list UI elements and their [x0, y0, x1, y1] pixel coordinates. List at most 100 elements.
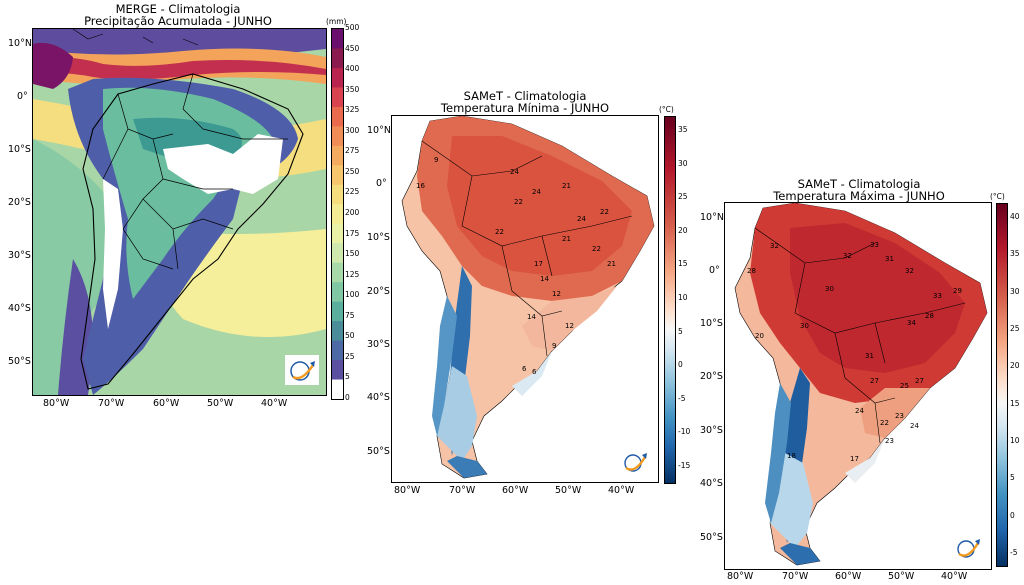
lon-label: 50°W [207, 398, 234, 409]
lon-label: 80°W [394, 485, 421, 496]
station-value-label: 14 [527, 313, 536, 321]
lat-label: 10°S [367, 232, 390, 243]
station-value-label: 23 [885, 437, 894, 445]
lat-label: 50°S [367, 446, 390, 457]
colorbar-segment [332, 223, 343, 244]
station-value-label: 9 [552, 342, 556, 350]
station-value-label: 21 [562, 182, 571, 190]
lon-label: 70°W [782, 571, 809, 582]
colorbar-segment [332, 29, 343, 49]
panel-title: SAMeT - Climatologia Temperatura Máxima … [773, 178, 945, 202]
colorbar-tick: 25 [1010, 324, 1020, 333]
colorbar-tick: 10 [678, 293, 688, 302]
title-line2: Temperatura Máxima - JUNHO [773, 189, 945, 203]
station-value-label: 25 [900, 382, 909, 390]
colorbar-tick: 35 [1010, 249, 1020, 259]
colorbar-segment [332, 87, 343, 108]
colorbar-tick: 5 [1010, 473, 1015, 483]
lon-label: 60°W [153, 398, 180, 409]
station-value-label: 17 [850, 455, 859, 463]
station-value-label: 23 [895, 412, 904, 420]
colorbar-tick: 250 [345, 166, 360, 176]
lon-label: 70°W [98, 398, 125, 409]
station-value-label: 34 [907, 319, 916, 327]
colorbar-tick: 20 [1010, 361, 1020, 371]
station-value-label: 33 [870, 241, 879, 249]
colorbar-unit: (°C) [659, 105, 674, 114]
colorbar-tick: -10 [678, 427, 691, 437]
station-value-label: 27 [870, 377, 879, 385]
colorbar-tick: -5 [1010, 548, 1018, 557]
colorbar-segment [332, 145, 343, 166]
lat-label: 10°S [8, 144, 31, 155]
colorbar-tick: 175 [345, 228, 360, 238]
station-value-label: 30 [825, 285, 834, 293]
station-value-label: 20 [755, 332, 764, 340]
colorbar-segment [332, 340, 343, 361]
panel-title: MERGE - Climatologia Precipitação Acumul… [84, 3, 272, 27]
lon-label: 80°W [43, 398, 70, 409]
colorbar-segment [332, 301, 343, 322]
inpe-logo-icon [285, 355, 319, 389]
station-value-label: 32 [770, 242, 779, 250]
colorbar-segment [332, 184, 343, 205]
lon-label: 40°W [261, 398, 288, 409]
lat-label: 30°S [367, 339, 390, 350]
precipitation-colorbar [331, 28, 344, 400]
panel-title: SAMeT - Climatologia Temperatura Mínima … [441, 90, 609, 114]
colorbar-tick: 300 [345, 125, 360, 135]
title-line2: Temperatura Mínima - JUNHO [440, 101, 610, 115]
colorbar-tick: 25 [345, 351, 355, 361]
colorbar-segment [332, 282, 343, 303]
station-value-label: 6 [522, 365, 527, 373]
title-line1: MERGE - Climatologia [115, 2, 241, 16]
colorbar-tick: 5 [678, 326, 683, 336]
max-temperature-map: 28 32 32 33 31 30 32 34 33 29 20 31 30 28 27 25 27 24 22 23… [724, 202, 992, 570]
lon-label: 60°W [502, 485, 529, 496]
colorbar-segment [332, 126, 343, 147]
lat-label: 50°S [700, 532, 723, 543]
station-value-label: 24 [910, 422, 919, 430]
colorbar-tick: 10 [1010, 436, 1020, 445]
colorbar-unit: (°C) [990, 192, 1005, 201]
station-value-label: 21 [607, 260, 616, 268]
colorbar-segment [332, 106, 343, 127]
title-line1: SAMeT - Climatologia [463, 89, 587, 103]
colorbar-tick: 5 [345, 372, 350, 382]
colorbar-segment [332, 204, 343, 225]
lat-label: 0° [376, 178, 387, 189]
colorbar-segment [332, 243, 343, 264]
lat-label: 10°N [367, 125, 391, 136]
min-temperature-colorbar [664, 116, 676, 484]
lat-label: 20°S [8, 197, 31, 208]
station-value-label: 17 [534, 260, 543, 268]
station-value-label: 22 [514, 198, 523, 206]
station-value-label: 30 [800, 322, 809, 330]
lon-label: 50°W [888, 571, 915, 582]
lon-label: 70°W [449, 485, 476, 496]
colorbar-tick: 0 [678, 360, 683, 370]
colorbar-segment [332, 67, 343, 88]
station-value-label: 29 [953, 287, 962, 295]
colorbar-tick: 200 [345, 208, 360, 217]
precipitation-map [32, 28, 327, 396]
station-value-label: 28 [747, 267, 756, 275]
lat-label: 40°S [367, 392, 390, 403]
station-value-label: 12 [552, 290, 561, 298]
colorbar-tick: 75 [345, 310, 355, 320]
lat-label: 20°S [367, 286, 390, 297]
colorbar-tick: 20 [678, 225, 688, 235]
lat-label: 10°S [700, 318, 723, 329]
station-value-label: 27 [915, 377, 924, 385]
colorbar-tick: 325 [345, 105, 360, 115]
colorbar-segment [332, 360, 343, 381]
colorbar-tick: 450 [345, 43, 360, 53]
colorbar-tick: 15 [678, 259, 688, 269]
station-value-label: 24 [577, 215, 586, 223]
station-value-label: 12 [565, 322, 574, 330]
station-value-label: 22 [495, 228, 504, 236]
lat-label: 40°S [8, 303, 31, 314]
colorbar-tick: 275 [345, 146, 360, 156]
colorbar-tick: 30 [1010, 286, 1020, 296]
station-value-label: 6 [532, 368, 537, 376]
